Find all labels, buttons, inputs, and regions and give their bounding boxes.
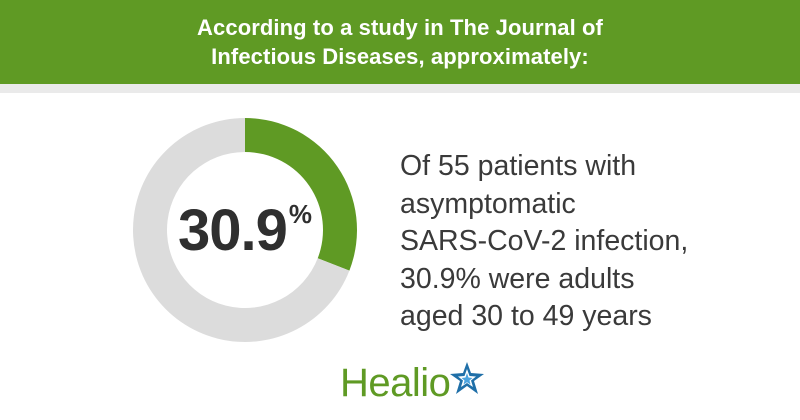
star-icon	[450, 362, 485, 394]
divider-band	[0, 84, 800, 93]
header-title-line-1: According to a study in The Journal of	[197, 15, 603, 40]
description-line: Of 55 patients with	[400, 150, 637, 182]
description-line: asymptomatic	[400, 187, 576, 220]
header-banner: According to a study in The Journal of I…	[0, 0, 800, 84]
description-text: Of 55 patients with asymptomatic SARS-Co…	[400, 148, 780, 336]
description-line: SARS-CoV-2 infection,	[400, 225, 689, 257]
description-line: aged 30 to 49 years	[400, 300, 652, 332]
donut-segment-highlight	[245, 118, 357, 271]
header-title-line-2: Infectious Diseases, approximately:	[211, 44, 589, 69]
logo-wordmark: Healio	[340, 361, 451, 405]
donut-chart-svg	[133, 118, 357, 342]
healio-logo: Healio	[340, 355, 486, 411]
donut-segment-rest	[133, 118, 350, 342]
donut-chart: 30.9 %	[130, 110, 360, 350]
description-line: 30.9% were adults	[400, 262, 635, 295]
